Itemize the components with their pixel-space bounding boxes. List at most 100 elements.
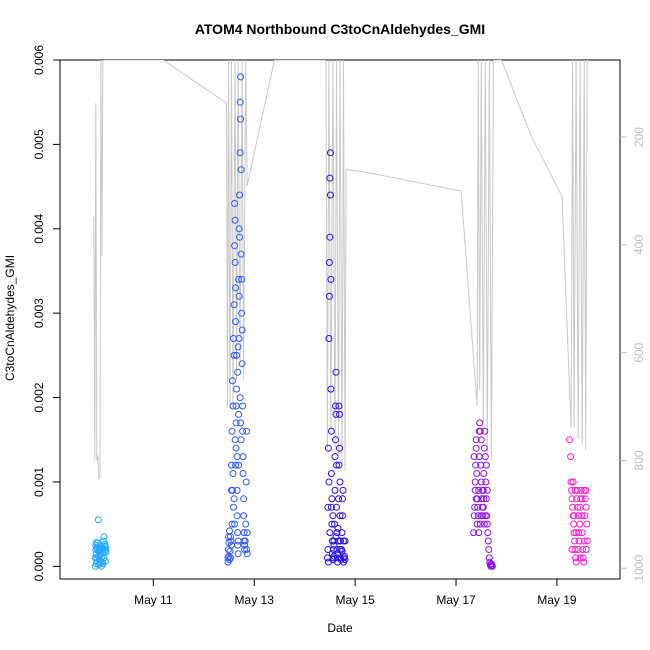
data-point <box>472 436 480 444</box>
data-point <box>332 402 339 410</box>
data-point <box>568 495 576 503</box>
data-point <box>236 394 244 402</box>
data-point <box>337 537 344 545</box>
data-point <box>567 453 575 461</box>
x-tick-label: May 13 <box>235 593 275 607</box>
data-point <box>488 562 496 570</box>
data-point <box>485 554 493 562</box>
data-point <box>471 503 479 511</box>
data-point <box>102 544 110 552</box>
data-point <box>481 453 489 461</box>
data-point <box>470 453 478 461</box>
data-point <box>96 546 104 554</box>
y-tick-label: 0.000 <box>32 551 46 581</box>
data-point <box>226 527 233 535</box>
data-point <box>331 453 339 461</box>
data-point <box>243 427 251 435</box>
data-point <box>472 495 480 503</box>
data-point <box>234 550 242 558</box>
data-point <box>238 275 246 283</box>
data-point <box>326 174 334 182</box>
data-point <box>236 149 244 157</box>
data-point <box>239 427 247 435</box>
data-point <box>578 512 586 520</box>
data-point <box>336 546 344 553</box>
data-point <box>235 275 243 283</box>
data-point <box>238 326 246 334</box>
data-point <box>325 335 333 342</box>
data-point <box>228 541 235 549</box>
data-point <box>241 541 249 549</box>
data-point <box>474 512 482 520</box>
data-point <box>484 529 492 537</box>
data-point <box>98 558 106 566</box>
data-point <box>235 461 243 469</box>
data-point <box>334 524 342 532</box>
y-axis: 0.000 0.001 0.002 0.003 0.004 0.005 0.006 <box>32 45 60 581</box>
data-point <box>239 402 247 410</box>
data-point <box>325 259 333 266</box>
data-point <box>243 529 251 537</box>
data-point <box>230 351 238 359</box>
data-point <box>327 385 335 393</box>
data-point <box>241 537 249 545</box>
data-point <box>232 419 240 427</box>
data-point <box>471 486 479 494</box>
data-point <box>581 495 589 503</box>
data-point <box>100 533 108 541</box>
data-point <box>335 461 343 469</box>
data-point <box>235 225 243 233</box>
data-point <box>335 402 343 410</box>
data-point <box>571 537 579 545</box>
data-point <box>331 520 338 528</box>
data-point <box>324 444 332 452</box>
y-tick-label: 0.002 <box>32 382 46 412</box>
data-point <box>229 486 236 494</box>
data-point <box>243 550 251 558</box>
data-point <box>580 537 588 545</box>
data-point <box>475 529 483 537</box>
data-point <box>567 478 575 486</box>
data-point <box>234 343 242 351</box>
data-point <box>92 539 100 547</box>
data-point <box>326 191 334 199</box>
data-point <box>571 486 579 494</box>
data-point <box>481 512 489 520</box>
data-point <box>332 436 339 444</box>
data-point <box>572 554 580 562</box>
data-point <box>243 546 251 553</box>
data-point <box>224 554 232 562</box>
data-point <box>327 427 335 435</box>
altitude-line <box>93 60 589 480</box>
data-point <box>479 503 487 511</box>
data-point <box>326 149 334 157</box>
x-tick-label: May 15 <box>335 593 375 607</box>
data-point <box>237 436 245 444</box>
data-point <box>335 495 342 503</box>
data-point <box>570 512 578 520</box>
data-point <box>338 547 346 555</box>
y2-tick-label: 1000 <box>632 555 646 582</box>
chart-title: ATOM4 Northbound C3toCnAldehydes_GMI <box>195 21 485 37</box>
data-point <box>578 495 586 503</box>
data-point <box>472 444 480 452</box>
data-point <box>232 318 240 326</box>
data-point <box>227 537 235 545</box>
data-point <box>240 495 248 503</box>
data-point <box>329 546 337 553</box>
data-point <box>482 495 490 503</box>
data-point <box>569 478 577 486</box>
data-point <box>480 470 488 477</box>
data-point <box>228 520 236 528</box>
data-point <box>233 351 241 359</box>
data-point <box>480 520 488 528</box>
data-point <box>477 512 485 520</box>
data-point <box>583 520 591 528</box>
data-point <box>475 486 483 494</box>
data-point <box>341 556 349 564</box>
data-point <box>232 461 240 469</box>
data-point <box>482 461 490 469</box>
data-point <box>228 427 236 435</box>
data-point <box>225 546 232 553</box>
data-point <box>333 461 340 469</box>
